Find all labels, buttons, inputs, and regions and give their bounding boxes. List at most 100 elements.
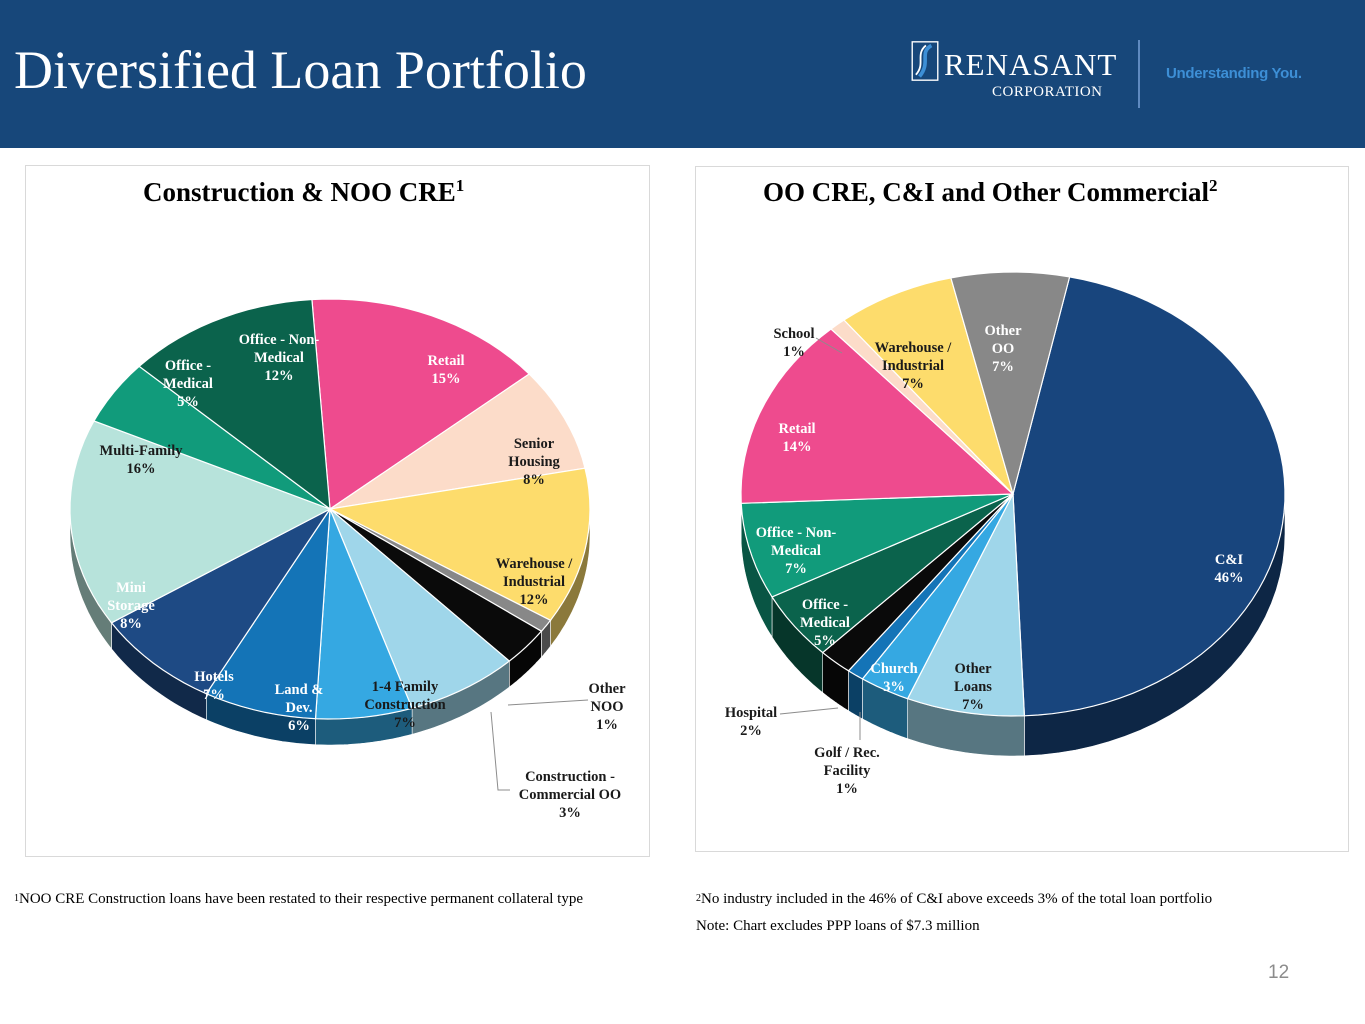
slice-label-line: Mini [116,580,146,596]
slice-label-right-other-oo: Other OO 7% [984,323,1022,375]
footnote-left: 1NOO CRE Construction loans have been re… [14,890,583,908]
slice-label-line: C&I [1215,552,1244,568]
slice-label-right-retail: Retail 14% [778,421,815,455]
slice-label-line: Loans [954,679,992,695]
slice-value-left-warehouse-industrial: 12% [520,592,549,608]
slice-value-left-multi-family: 16% [127,461,156,477]
slice-label-right-golf-rec-facility: Golf / Rec. Facility 1% [814,745,880,797]
slice-label-left-warehouse-industrial: Warehouse / Industrial 12% [496,556,574,608]
leader-line-right-hospital [779,707,839,715]
slice-label-right-hospital: Hospital 2% [725,705,777,739]
slice-value-left-1-4-family-construction: 7% [394,715,416,731]
chart-title-right: OO CRE, C&I and Other Commercial2 [763,176,1217,208]
slice-label-line: Commercial OO [519,787,621,803]
slice-value-left-office-non-medical: 12% [265,368,294,384]
slice-label-line: Other [954,661,992,677]
slice-label-line: Land & [275,682,324,698]
pie-slice-left-retail [311,298,531,511]
slice-label-left-other-noo: Other NOO 1% [588,681,626,733]
slice-label-right-office-non-medical: Office - Non- Medical 7% [756,525,837,577]
slice-value-right-c-i: 46% [1215,570,1244,586]
pie-slice-left-land-dev [314,508,413,720]
pie-slice-left-office-medical [93,365,331,510]
pie-slice-left-other-noo [329,508,552,632]
footnote-right-text: No industry included in the 46% of C&I a… [701,891,1213,907]
slice-label-right-office-medical: Office - Medical 5% [800,597,850,649]
footnote-right: 2No industry included in the 46% of C&I … [696,890,1212,908]
footnote-left-text: NOO CRE Construction loans have been res… [19,891,583,907]
slice-value-right-other-loans: 7% [962,697,984,713]
slice-label-line: Facility [824,763,871,779]
slice-label-line: Medical [800,615,850,631]
pie-slice-left-multi-family [69,420,332,624]
leader-line-left-other-noo [507,699,589,706]
slice-label-left-land-dev: Land & Dev. 6% [275,682,324,734]
slice-value-left-other-noo: 1% [596,717,618,733]
pie-slice-left-senior-housing [329,373,586,510]
slice-label-line: Medical [771,543,821,559]
page-title: Diversified Loan Portfolio [14,40,587,100]
pie-slice-right-c-i [1012,276,1286,717]
slice-label-line: Industrial [882,358,944,374]
slice-label-right-warehouse-industrial: Warehouse / Industrial 7% [875,340,953,392]
logo-divider [1138,40,1140,108]
slice-label-left-multi-family: Multi-Family 16% [100,443,184,477]
pie-slice-left-hotels [205,506,331,720]
slice-label-line: Hospital [725,705,777,721]
slice-label-line: Medical [163,376,213,392]
pie-left-side [69,508,591,746]
leader-line-left-construction-commercial-oo [490,711,510,791]
slice-value-right-church: 3% [883,679,905,695]
pie-slice-left-office-non-medical [138,298,331,511]
pie-slice-left-warehouse-industrial [328,467,591,622]
footnote-left-sup: 1 [14,893,19,904]
pie-slice-right-office-non-medical [740,493,1014,598]
slice-label-line: Dev. [286,700,313,716]
slice-label-line: Golf / Rec. [814,745,880,761]
slice-label-left-construction-commercial-oo: Construction - Commercial OO 3% [519,769,621,821]
slice-label-line: Office - [802,597,848,613]
chart-title-left-sup: 1 [455,176,465,195]
slice-label-left-office-non-medical: Office - Non- Medical 12% [239,332,320,384]
pie-slice-right-school [830,319,1014,495]
slice-label-line: Construction - [525,769,615,785]
slice-value-left-senior-housing: 8% [523,472,545,488]
slice-label-right-other-loans: Other Loans 7% [954,661,992,713]
slice-label-line: Multi-Family [100,443,184,459]
slice-label-line: Warehouse / [875,340,953,356]
slice-value-right-other-oo: 7% [992,359,1014,375]
slice-value-right-hospital: 2% [740,723,762,739]
chart-title-left-text: Construction & NOO CRE [143,177,456,207]
slice-label-line: Other [588,681,626,697]
slice-value-right-office-non-medical: 7% [785,561,807,577]
slice-value-right-golf-rec-facility: 1% [836,781,858,797]
pie-chart-right: C&I 46% Other Loans 7% Church 3% Golf / Rec. Fac… [725,271,1286,797]
tagline: Understanding You. [1166,65,1302,82]
chart-title-right-text: OO CRE, C&I and Other Commercial [763,177,1209,207]
slice-label-left-mini-storage: Mini Storage 8% [107,580,155,632]
slice-label-line: Senior [514,436,555,452]
pie-slice-left-construction-commercial-oo [329,508,543,662]
slice-label-line: Medical [254,350,304,366]
slice-label-line: Warehouse / [496,556,574,572]
slice-label-line: Construction [364,697,445,713]
slice-label-line: Industrial [503,574,565,590]
slice-label-right-school: School 1% [773,326,814,360]
leader-line-right-school [815,337,843,354]
slice-label-line: Office - Non- [756,525,837,541]
logo-name: RENASANT [944,47,1118,82]
slice-value-right-office-medical: 5% [814,633,836,649]
pie-slice-right-hospital [821,493,1014,672]
pie-slice-right-other-loans [906,491,1026,717]
slice-label-line: Housing [508,454,560,470]
slice-value-left-hotels: 7% [203,687,225,703]
renasant-logo-icon [911,41,939,81]
chart-title-right-sup: 2 [1208,176,1218,195]
slice-label-line: Office - Non- [239,332,320,348]
pie-slice-right-warehouse-industrial [843,277,1014,495]
pie-slice-right-golf-rec-facility [847,493,1014,680]
slice-label-left-hotels: Hotels 7% [194,669,234,703]
slice-label-line: Hotels [194,669,234,685]
footnote-note: Note: Chart excludes PPP loans of $7.3 m… [696,918,980,934]
